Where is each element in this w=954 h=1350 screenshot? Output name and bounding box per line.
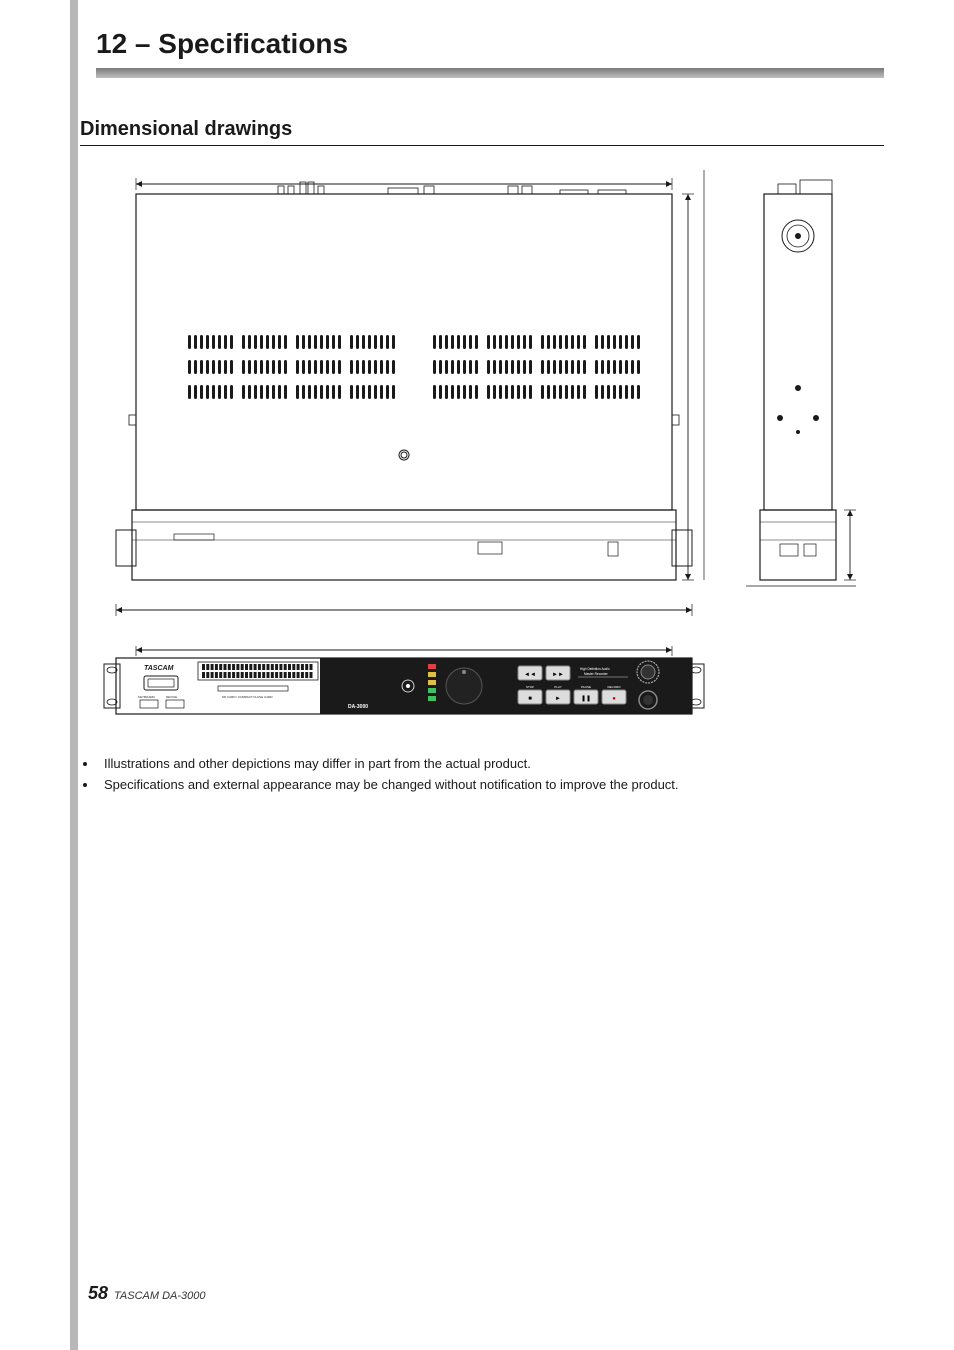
svg-text:PAUSE: PAUSE [581,685,591,689]
svg-text:►: ► [555,696,561,702]
svg-text:STOP: STOP [526,685,534,689]
svg-text:DEVICE: DEVICE [166,695,177,699]
chapter-title: 12 – Specifications [96,28,884,60]
svg-text:TASCAM: TASCAM [144,665,174,672]
svg-text:Master Recorder: Master Recorder [584,672,609,676]
svg-text:■: ■ [528,696,532,702]
diagram-top-view [88,170,728,618]
svg-text:RECORD: RECORD [607,685,621,689]
note-item: Illustrations and other depictions may d… [98,754,884,775]
page-left-bar [70,0,78,1350]
notes-list: Illustrations and other depictions may d… [80,754,884,796]
section-title: Dimensional drawings [80,118,884,146]
svg-text:●: ● [612,696,616,702]
diagram-front-view: TASCAM KEYBOARD DEVICE SD CARD / COMPACT FL… [88,646,728,732]
svg-text:❚❚: ❚❚ [581,695,591,702]
svg-text:KEYBOARD: KEYBOARD [138,695,156,699]
svg-text:◄◄: ◄◄ [524,672,536,678]
svg-text:DA-3000: DA-3000 [348,704,368,710]
chapter-rule [96,68,884,78]
footer-label: TASCAM DA-3000 [114,1290,206,1302]
svg-text:PLAY: PLAY [554,685,561,689]
svg-text:►►: ►► [552,672,564,678]
diagram-side-view [746,170,856,618]
page-number: 58 [88,1283,108,1304]
page-footer: 58 TASCAM DA-3000 [88,1283,206,1304]
svg-text:SD CARD / COMPACT FLASH CARD: SD CARD / COMPACT FLASH CARD [222,695,273,699]
note-item: Specifications and external appearance m… [98,775,884,796]
svg-text:High Definition Audio: High Definition Audio [580,667,610,671]
